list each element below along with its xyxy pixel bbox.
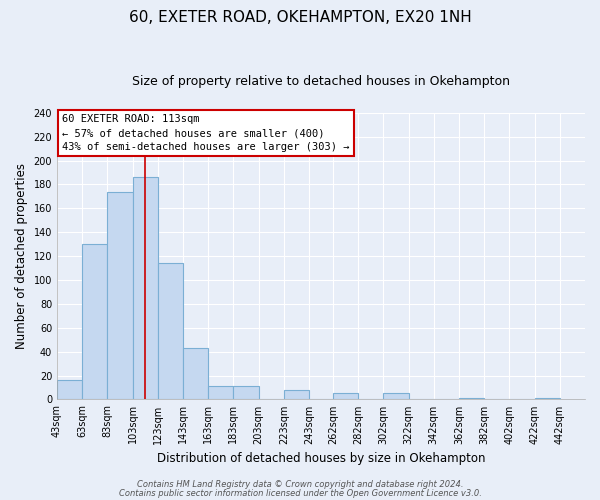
Bar (383, 394, 409, 400)
Text: 60, EXETER ROAD, OKEHAMPTON, EX20 1NH: 60, EXETER ROAD, OKEHAMPTON, EX20 1NH (128, 10, 472, 25)
Bar (208, 386, 233, 400)
Bar (107, 192, 133, 400)
Bar (133, 178, 158, 400)
X-axis label: Distribution of detached houses by size in Okehampton: Distribution of detached houses by size … (157, 452, 485, 465)
Bar (459, 398, 484, 400)
Bar (57, 380, 82, 400)
Bar (82, 244, 107, 400)
Y-axis label: Number of detached properties: Number of detached properties (15, 163, 28, 349)
Bar (535, 398, 560, 400)
Bar (333, 394, 358, 400)
Bar (183, 348, 208, 400)
Text: Contains public sector information licensed under the Open Government Licence v3: Contains public sector information licen… (119, 488, 481, 498)
Text: 60 EXETER ROAD: 113sqm
← 57% of detached houses are smaller (400)
43% of semi-de: 60 EXETER ROAD: 113sqm ← 57% of detached… (62, 114, 350, 152)
Text: Contains HM Land Registry data © Crown copyright and database right 2024.: Contains HM Land Registry data © Crown c… (137, 480, 463, 489)
Bar (233, 386, 259, 400)
Bar (158, 264, 183, 400)
Title: Size of property relative to detached houses in Okehampton: Size of property relative to detached ho… (132, 75, 510, 88)
Bar (284, 390, 309, 400)
